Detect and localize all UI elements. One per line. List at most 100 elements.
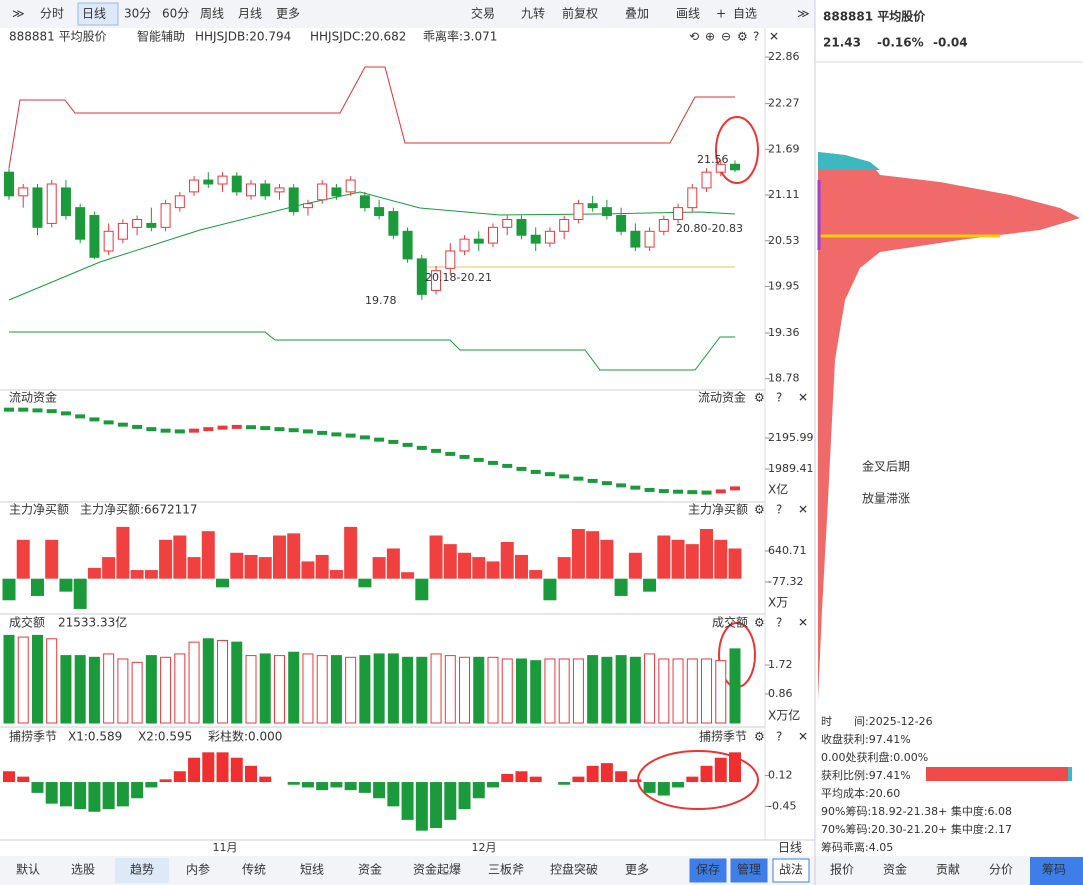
netbuy-bar (73, 578, 87, 609)
volume-bar (60, 655, 72, 724)
ma-line (8, 191, 736, 301)
candle-body (32, 187, 43, 228)
netbuy-bar (600, 539, 614, 579)
lower-band (9, 331, 735, 371)
catch-bar (145, 782, 158, 788)
bottom-action[interactable]: 保存 (696, 863, 720, 877)
panel-icon[interactable]: ⚙ (737, 30, 748, 44)
volume-bar (231, 641, 243, 724)
toolbar-button[interactable]: 月线 (238, 7, 262, 21)
netbuy-bar (586, 531, 600, 579)
netbuy-bar (728, 548, 742, 579)
candle-body (402, 230, 413, 260)
bottom-action[interactable]: 战法 (779, 863, 803, 877)
chip-distribution (818, 152, 1080, 700)
candle-body (117, 222, 128, 240)
y-tick-label: 20.53 (768, 234, 800, 247)
toolbar-button[interactable]: 60分 (162, 7, 189, 21)
toolbar-button[interactable]: 画线 (676, 7, 700, 21)
volume-bar (117, 658, 129, 724)
netbuy-bar (258, 557, 272, 579)
catch-bar (202, 752, 215, 783)
panel-icon[interactable]: ? (776, 503, 782, 517)
netbuy-bar (643, 578, 657, 592)
bottom-tab[interactable]: 控盘突破 (550, 862, 598, 877)
catch-bar (501, 773, 514, 783)
bottom-tab[interactable]: 资金 (358, 862, 382, 877)
netbuy-bar (272, 535, 286, 579)
panel-icon[interactable]: ? (776, 616, 782, 630)
panel-icon[interactable]: ⟲ (689, 30, 699, 44)
bottom-tab[interactable]: 三板斧 (488, 863, 524, 877)
toolbar-button[interactable]: 分时 (40, 7, 64, 21)
bottom-tab[interactable]: 默认 (16, 862, 40, 877)
bottom-tab[interactable]: 传统 (242, 862, 266, 877)
panel-icon[interactable]: ⊖ (721, 30, 731, 44)
toolbar-button[interactable]: 自选 (733, 7, 757, 21)
panel-icon[interactable]: ? (776, 730, 782, 744)
panel-icon[interactable]: ? (753, 30, 759, 44)
panel-icon[interactable]: ⚙ (754, 730, 765, 744)
candle-body (544, 230, 555, 244)
candle-body (75, 207, 86, 240)
volume-bar (729, 648, 741, 724)
catch-bar (444, 782, 457, 820)
right-tab[interactable]: 筹码 (1042, 863, 1066, 877)
toolbar-button[interactable]: 日线 (82, 7, 106, 21)
candle-body (217, 175, 228, 185)
volume-bar (145, 655, 157, 724)
netbuy-bar (372, 557, 386, 579)
candle-body (587, 203, 598, 209)
candle-body (459, 238, 470, 252)
right-tab[interactable]: 贡献 (936, 862, 960, 877)
bottom-tab[interactable]: 内参 (186, 862, 210, 877)
y-tick-label: 0.12 (768, 769, 793, 782)
panel-icon[interactable]: ⚙ (754, 391, 765, 405)
netbuy-bar (244, 554, 258, 579)
toolbar-button[interactable]: 周线 (200, 7, 224, 21)
collapse-icon[interactable]: ≫ (12, 7, 25, 21)
netbuy-bar (301, 561, 315, 579)
candle-body (359, 195, 370, 209)
panel-icon[interactable]: ✕ (798, 616, 808, 630)
y-tick-label: -77.32 (768, 575, 803, 588)
bottom-action[interactable]: 管理 (737, 862, 761, 877)
toolbar-button[interactable]: 叠加 (625, 7, 649, 21)
bottom-tab[interactable]: 选股 (71, 863, 95, 877)
netbuy-bar (657, 535, 671, 579)
panel-icon[interactable]: ⊕ (705, 30, 715, 44)
panel-icon[interactable]: ✕ (769, 30, 779, 44)
candle-body (374, 207, 385, 217)
panel-icon[interactable]: ✕ (798, 503, 808, 517)
expand-icon[interactable]: ≫ (797, 7, 810, 21)
panel-icon[interactable]: ⚙ (754, 503, 765, 517)
volume-bar (515, 658, 527, 724)
catch-bar (45, 782, 58, 804)
netbuy-bar (59, 578, 73, 592)
toolbar-button[interactable]: 九转 (521, 6, 545, 21)
volume-bar (316, 655, 328, 724)
unit-label: X亿 (768, 482, 788, 497)
bottom-tab[interactable]: 短线 (300, 863, 324, 877)
bottom-tab[interactable]: 资金起爆 (413, 862, 461, 877)
panel-icon[interactable]: ⚙ (754, 616, 765, 630)
right-tab[interactable]: 资金 (883, 862, 907, 877)
catch-bar (714, 757, 727, 783)
volume-bar (715, 660, 727, 724)
netbuy-bar (529, 570, 543, 579)
bottom-tab[interactable]: 更多 (625, 863, 649, 877)
panel-icon[interactable]: ✕ (798, 391, 808, 405)
legend-bias: 乖离率:3.071 (423, 29, 497, 44)
toolbar-button[interactable]: 30分 (124, 7, 151, 21)
right-tab[interactable]: 报价 (830, 862, 854, 877)
netbuy-bar (614, 578, 628, 596)
toolbar-button[interactable]: 更多 (276, 7, 300, 21)
right-tab[interactable]: 分价 (989, 863, 1013, 877)
panel-icon[interactable]: ? (776, 391, 782, 405)
price-note: 20.18-20.21 (425, 271, 492, 284)
panel-icon[interactable]: ✕ (798, 730, 808, 744)
toolbar-button[interactable]: 前复权 (562, 6, 598, 21)
bottom-tab[interactable]: 趋势 (130, 863, 154, 877)
netbuy-bar (458, 552, 472, 579)
toolbar-button[interactable]: 交易 (471, 6, 495, 21)
